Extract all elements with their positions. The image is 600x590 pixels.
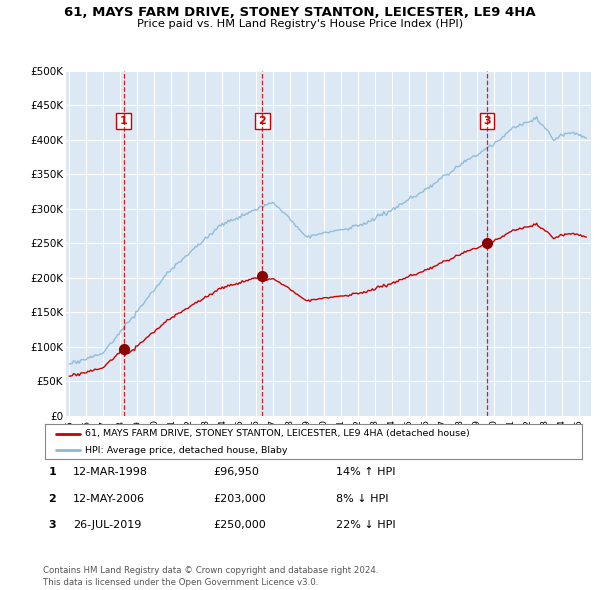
Text: 26-JUL-2019: 26-JUL-2019 bbox=[73, 520, 142, 530]
Text: HPI: Average price, detached house, Blaby: HPI: Average price, detached house, Blab… bbox=[85, 445, 288, 455]
Text: 2: 2 bbox=[49, 494, 56, 503]
Text: Contains HM Land Registry data © Crown copyright and database right 2024.
This d: Contains HM Land Registry data © Crown c… bbox=[43, 566, 379, 587]
Text: £250,000: £250,000 bbox=[213, 520, 266, 530]
Text: 3: 3 bbox=[49, 520, 56, 530]
Text: £96,950: £96,950 bbox=[213, 467, 259, 477]
Text: 61, MAYS FARM DRIVE, STONEY STANTON, LEICESTER, LE9 4HA: 61, MAYS FARM DRIVE, STONEY STANTON, LEI… bbox=[64, 6, 536, 19]
Text: 12-MAR-1998: 12-MAR-1998 bbox=[73, 467, 148, 477]
Text: 61, MAYS FARM DRIVE, STONEY STANTON, LEICESTER, LE9 4HA (detached house): 61, MAYS FARM DRIVE, STONEY STANTON, LEI… bbox=[85, 429, 470, 438]
Text: 2: 2 bbox=[259, 116, 266, 126]
Text: 12-MAY-2006: 12-MAY-2006 bbox=[73, 494, 145, 503]
Text: 1: 1 bbox=[49, 467, 56, 477]
Text: 22% ↓ HPI: 22% ↓ HPI bbox=[336, 520, 395, 530]
Text: Price paid vs. HM Land Registry's House Price Index (HPI): Price paid vs. HM Land Registry's House … bbox=[137, 19, 463, 29]
Text: 1: 1 bbox=[120, 116, 127, 126]
Text: 3: 3 bbox=[483, 116, 490, 126]
Text: 14% ↑ HPI: 14% ↑ HPI bbox=[336, 467, 395, 477]
Text: £203,000: £203,000 bbox=[213, 494, 266, 503]
Text: 8% ↓ HPI: 8% ↓ HPI bbox=[336, 494, 389, 503]
